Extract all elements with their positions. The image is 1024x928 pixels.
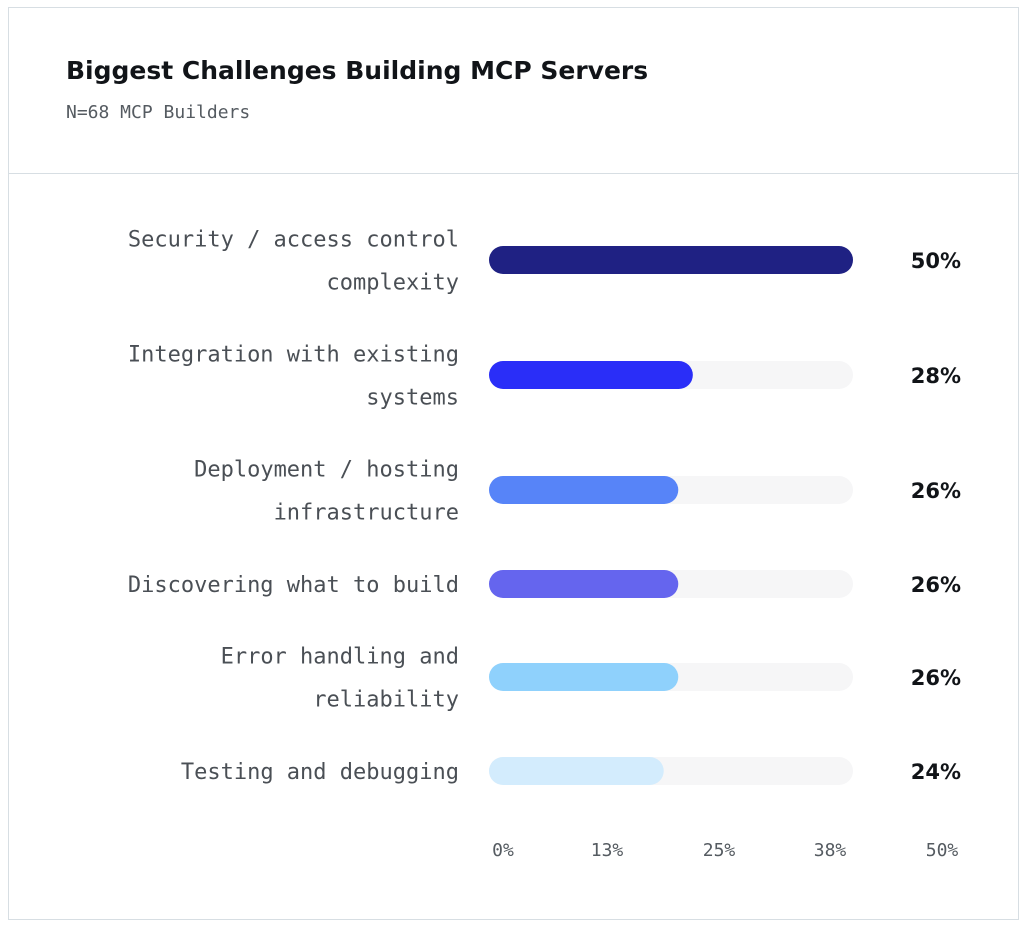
category-label: Discovering what to build <box>128 573 459 598</box>
x-tick-label: 0% <box>492 840 514 861</box>
bar <box>489 361 693 389</box>
category-label: Integration with existing <box>128 343 459 368</box>
x-tick-label: 13% <box>591 840 624 861</box>
value-label: 26% <box>911 573 961 597</box>
bar <box>489 246 853 274</box>
category-label: complexity <box>327 271 459 296</box>
category-label: Testing and debugging <box>181 760 459 785</box>
bar <box>489 757 664 785</box>
bar <box>489 476 679 504</box>
value-label: 26% <box>911 479 961 503</box>
bar <box>489 570 679 598</box>
value-label: 26% <box>911 666 961 690</box>
x-tick-label: 38% <box>814 840 847 861</box>
category-label: Error handling and <box>221 645 459 670</box>
category-label: Deployment / hosting <box>194 458 459 483</box>
category-label: infrastructure <box>274 501 459 526</box>
category-label: Security / access control <box>128 228 459 253</box>
x-tick-label: 25% <box>703 840 736 861</box>
bar <box>489 663 679 691</box>
x-tick-label: 50% <box>926 840 959 861</box>
category-label: systems <box>366 386 459 411</box>
chart-title: Biggest Challenges Building MCP Servers <box>66 56 649 85</box>
chart-subtitle: N=68 MCP Builders <box>66 102 251 123</box>
value-label: 24% <box>911 760 961 784</box>
chart-header: Biggest Challenges Building MCP Servers … <box>9 8 1018 174</box>
value-label: 28% <box>911 364 961 388</box>
value-label: 50% <box>911 249 961 273</box>
category-label: reliability <box>313 688 459 713</box>
